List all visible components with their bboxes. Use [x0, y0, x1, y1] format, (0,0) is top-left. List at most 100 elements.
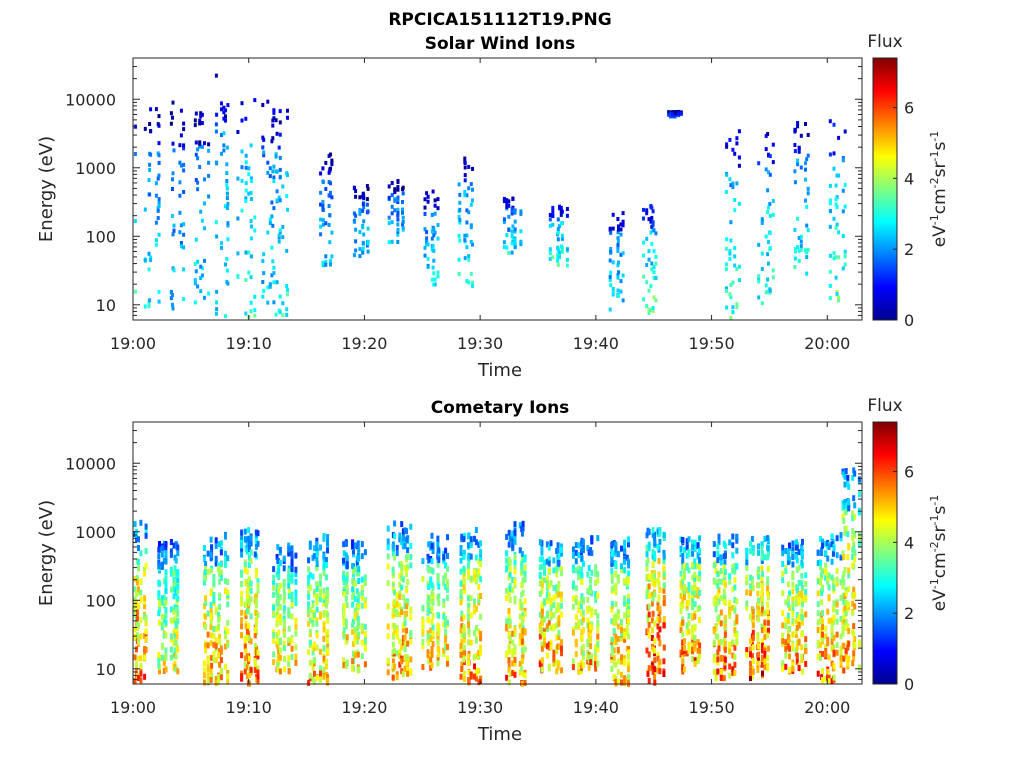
spectrogram-cell	[256, 587, 260, 594]
spectrogram-cell	[832, 606, 836, 613]
spectrogram-cell	[400, 584, 404, 591]
spectrogram-cell	[735, 633, 739, 639]
spectrogram-cell	[791, 588, 795, 595]
spectrogram-cell	[463, 178, 467, 183]
spectrogram-cell	[523, 672, 527, 679]
spectrogram-cell	[589, 633, 593, 640]
spectrogram-cell	[342, 590, 346, 597]
spectrogram-cell	[824, 569, 828, 576]
spectrogram-cell	[473, 630, 476, 637]
spectrogram-cell	[247, 270, 251, 275]
spectrogram-cell	[749, 646, 752, 653]
spectrogram-cell	[647, 621, 651, 628]
spectrogram-cell	[839, 655, 843, 661]
spectrogram-cell	[760, 638, 764, 645]
spectrogram-cell	[791, 605, 795, 612]
spectrogram-cell	[322, 570, 326, 577]
spectrogram-cell	[393, 208, 397, 213]
spectrogram-cell	[523, 629, 527, 636]
spectrogram-cell	[272, 179, 276, 183]
spectrogram-cell	[387, 195, 391, 200]
spectrogram-cell	[800, 631, 804, 638]
spectrogram-cell	[249, 549, 253, 556]
spectrogram-cell	[656, 651, 660, 658]
spectrogram-cell	[735, 136, 739, 141]
spectrogram-cell	[842, 554, 846, 561]
spectrogram-cell	[354, 194, 358, 199]
spectrogram-cell	[653, 538, 657, 545]
spectrogram-cell	[178, 143, 182, 148]
spectrogram-cell	[679, 622, 683, 629]
spectrogram-cell	[322, 622, 326, 629]
spectrogram-cell	[786, 612, 790, 619]
spectrogram-cell	[398, 653, 402, 659]
spectrogram-cell	[432, 271, 436, 276]
spectrogram-cell	[437, 593, 441, 600]
spectrogram-cell	[806, 186, 810, 191]
spectrogram-cell	[581, 547, 585, 554]
spectrogram-cell	[199, 289, 203, 294]
spectrogram-cell	[274, 152, 278, 157]
spectrogram-cell	[766, 594, 770, 601]
spectrogram-cell	[393, 607, 397, 614]
spectrogram-cell	[278, 639, 282, 646]
spectrogram-cell	[278, 560, 282, 567]
spectrogram-cell	[679, 580, 683, 587]
spectrogram-cell	[654, 276, 658, 280]
spectrogram-cell	[793, 143, 797, 147]
spectrogram-cell	[616, 245, 620, 250]
spectrogram-cell	[621, 211, 625, 216]
spectrogram-cell	[209, 676, 213, 683]
spectrogram-cell	[319, 190, 323, 195]
colorbar-title: Flux	[867, 32, 902, 52]
spectrogram-cell	[505, 205, 509, 210]
spectrogram-cell	[281, 313, 285, 318]
spectrogram-cell	[627, 560, 630, 566]
spectrogram-cell	[826, 636, 830, 643]
spectrogram-cell	[712, 600, 716, 607]
spectrogram-cell	[731, 533, 735, 540]
spectrogram-cell	[365, 197, 369, 202]
plot-frame	[132, 57, 863, 321]
spectrogram-cell	[194, 152, 198, 157]
spectrogram-cell	[580, 610, 583, 617]
spectrogram-cell	[249, 176, 253, 181]
spectrogram-cell	[647, 603, 651, 610]
spectrogram-cell	[580, 555, 584, 562]
spectrogram-cell	[174, 541, 178, 548]
spectrogram-cell	[462, 588, 466, 594]
spectrogram-cell	[804, 122, 807, 126]
spectrogram-cell	[731, 666, 735, 673]
spectrogram-cell	[133, 219, 137, 224]
spectrogram-cell	[617, 224, 620, 229]
spectrogram-cell	[620, 623, 623, 630]
spectrogram-cell	[133, 633, 137, 640]
spectrogram-cell	[816, 601, 820, 608]
spectrogram-cell	[827, 654, 831, 661]
spectrogram-cell	[791, 665, 795, 672]
spectrogram-cell	[662, 566, 666, 572]
spectrogram-cell	[272, 659, 276, 666]
spectrogram-cell	[842, 599, 846, 606]
spectrogram-cell	[172, 607, 176, 614]
spectrogram-cell	[169, 111, 173, 116]
spectrogram-cell	[214, 643, 218, 650]
spectrogram-cell	[651, 668, 655, 675]
spectrogram-cell	[619, 227, 623, 232]
spectrogram-cell	[207, 194, 211, 199]
spectrogram-cell	[135, 615, 139, 622]
spectrogram-cell	[801, 668, 804, 675]
spectrogram-cell	[287, 542, 291, 549]
spectrogram-cell	[311, 649, 315, 656]
spectrogram-cell	[326, 539, 329, 546]
spectrogram-cell	[226, 221, 230, 226]
spectrogram-cell	[545, 623, 549, 630]
spectrogram-cell	[133, 576, 137, 583]
spectrogram-cell	[653, 657, 657, 664]
spectrogram-cell	[212, 580, 216, 587]
spectrogram-cell	[801, 553, 804, 560]
spectrogram-cell	[275, 583, 279, 590]
spectrogram-cell	[735, 305, 739, 310]
spectrogram-cell	[462, 624, 466, 631]
spectrogram-cell	[436, 574, 440, 581]
